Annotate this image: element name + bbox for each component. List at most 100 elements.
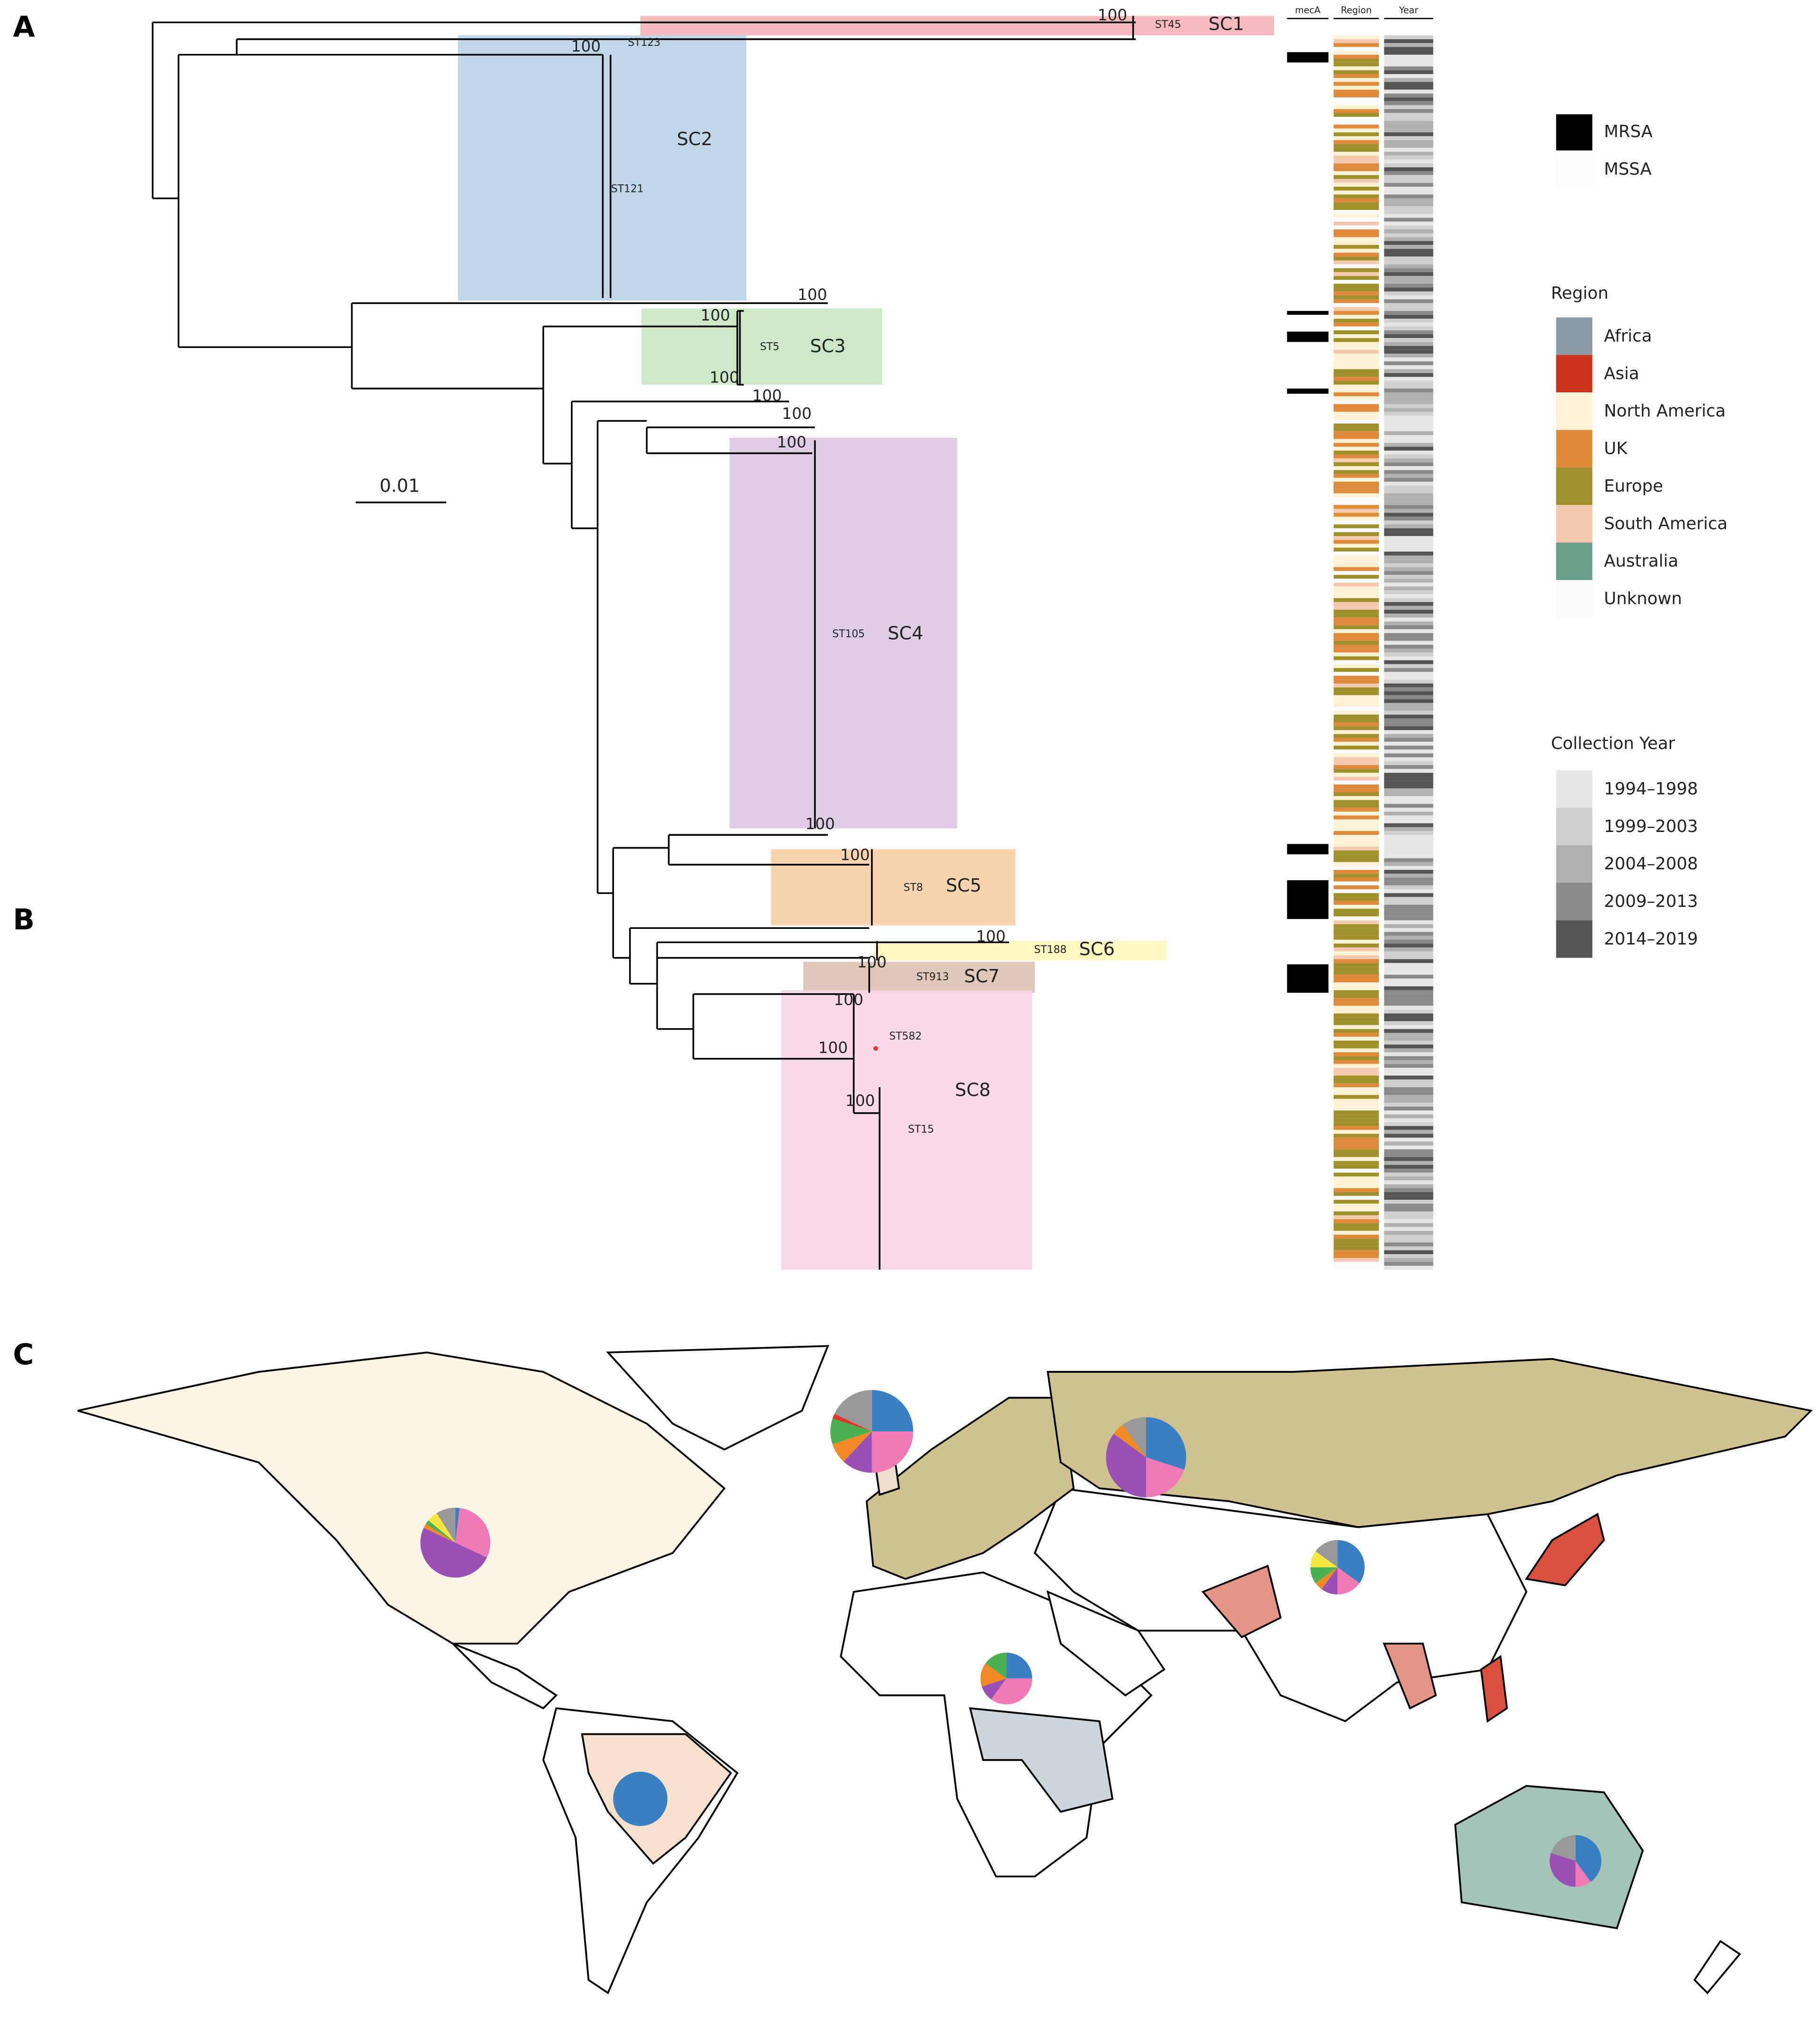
track-cell bbox=[1333, 501, 1379, 505]
track-cell bbox=[1333, 1099, 1379, 1103]
track-cell bbox=[1333, 579, 1379, 583]
track-cell bbox=[1333, 442, 1379, 447]
track-cell bbox=[1384, 555, 1433, 560]
clade-label: SC3 bbox=[810, 336, 845, 357]
track-cell bbox=[1384, 683, 1433, 688]
track-cell bbox=[1333, 544, 1379, 548]
track-header: mecA bbox=[1295, 5, 1320, 16]
clade-box bbox=[771, 849, 1016, 926]
clade-label: SC5 bbox=[946, 875, 981, 896]
track-cell bbox=[1333, 117, 1379, 121]
track-cell bbox=[1287, 52, 1328, 63]
st-label: ST105 bbox=[832, 628, 865, 640]
track-cell bbox=[1333, 710, 1379, 715]
bootstrap-label: 100 bbox=[777, 433, 807, 451]
track-cell bbox=[1384, 229, 1433, 234]
track-cell bbox=[1333, 70, 1379, 74]
track-cell bbox=[1333, 905, 1379, 909]
track-cell bbox=[1384, 761, 1433, 765]
track-cell bbox=[1333, 66, 1379, 70]
land bbox=[1525, 1513, 1605, 1586]
legend-swatch bbox=[1556, 580, 1593, 618]
track-cell bbox=[1384, 249, 1433, 253]
track-cell bbox=[1333, 827, 1379, 831]
track-cell bbox=[1384, 416, 1433, 420]
legend-label: 1994–1998 bbox=[1604, 779, 1698, 798]
track-cell bbox=[1384, 1227, 1433, 1231]
track-header: Region bbox=[1341, 5, 1372, 16]
track-cell bbox=[1384, 516, 1433, 521]
bootstrap-label: 100 bbox=[709, 369, 739, 387]
track-cell bbox=[1333, 1032, 1379, 1037]
track-cell bbox=[1333, 777, 1379, 781]
track-cell bbox=[1333, 354, 1379, 358]
track-cell bbox=[1384, 1265, 1433, 1270]
track-cell bbox=[1333, 260, 1379, 265]
track-cell bbox=[1384, 501, 1433, 505]
track-cell bbox=[1333, 734, 1379, 738]
track-cell bbox=[1333, 1048, 1379, 1053]
land bbox=[1693, 1940, 1742, 1994]
legend-title: Region bbox=[1551, 284, 1609, 303]
track-cell bbox=[1333, 1239, 1379, 1243]
track-cell bbox=[1333, 381, 1379, 385]
track-cell bbox=[1384, 1099, 1433, 1103]
track-cell bbox=[1333, 1017, 1379, 1022]
track-cell bbox=[1384, 295, 1433, 300]
track-cell bbox=[1333, 726, 1379, 730]
track-cell bbox=[1333, 742, 1379, 746]
legend-label: North America bbox=[1604, 401, 1726, 421]
track-cell bbox=[1333, 617, 1379, 622]
track-cell bbox=[1333, 974, 1379, 979]
track-cell bbox=[1333, 474, 1379, 478]
track-cell bbox=[1333, 1052, 1379, 1057]
track-cell bbox=[1333, 1118, 1379, 1122]
track-cell bbox=[1384, 1118, 1433, 1122]
track-cell bbox=[1333, 1079, 1379, 1083]
track-cell bbox=[1333, 136, 1379, 140]
st-label: ST15 bbox=[908, 1124, 934, 1135]
track-cell bbox=[1384, 264, 1433, 269]
track-cell bbox=[1384, 567, 1433, 571]
track-cell bbox=[1333, 194, 1379, 199]
legend-swatch bbox=[1556, 114, 1593, 151]
track-cell bbox=[1333, 1106, 1379, 1111]
track-cell bbox=[1384, 1075, 1433, 1080]
track-cell bbox=[1384, 1126, 1433, 1130]
legend-label: MSSA bbox=[1604, 159, 1652, 179]
track-cell bbox=[1333, 959, 1379, 963]
legend-label: Australia bbox=[1604, 552, 1678, 571]
pie-slice bbox=[428, 1513, 456, 1543]
track-cell bbox=[1333, 128, 1379, 133]
track-cell bbox=[1333, 252, 1379, 257]
track-cell bbox=[1333, 707, 1379, 711]
track-cell bbox=[1333, 893, 1379, 897]
track-cell bbox=[1384, 349, 1433, 354]
legend-label: South America bbox=[1604, 514, 1727, 533]
track-cell bbox=[1333, 1204, 1379, 1208]
track-cell bbox=[1384, 392, 1433, 397]
track-cell bbox=[1384, 62, 1433, 67]
track-cell bbox=[1384, 202, 1433, 207]
track-cell bbox=[1384, 477, 1433, 482]
track-cell bbox=[1333, 963, 1379, 967]
track-cell bbox=[1384, 679, 1433, 684]
track-cell bbox=[1384, 986, 1433, 990]
track-cell bbox=[1384, 1145, 1433, 1150]
track-cell bbox=[1384, 676, 1433, 680]
track-cell bbox=[1384, 804, 1433, 808]
track-cell bbox=[1333, 407, 1379, 412]
track-cell bbox=[1384, 412, 1433, 416]
marker bbox=[873, 1046, 878, 1051]
track-cell bbox=[1384, 117, 1433, 121]
track-cell bbox=[1333, 497, 1379, 502]
legend-swatch bbox=[1556, 770, 1593, 808]
track-cell bbox=[1384, 699, 1433, 703]
track-cell bbox=[1333, 58, 1379, 63]
track-cell bbox=[1333, 1242, 1379, 1247]
track-cell bbox=[1333, 330, 1379, 334]
track-cell bbox=[1384, 994, 1433, 998]
track-cell bbox=[1333, 39, 1379, 43]
land bbox=[1046, 1590, 1165, 1697]
track-cell bbox=[1384, 1056, 1433, 1060]
